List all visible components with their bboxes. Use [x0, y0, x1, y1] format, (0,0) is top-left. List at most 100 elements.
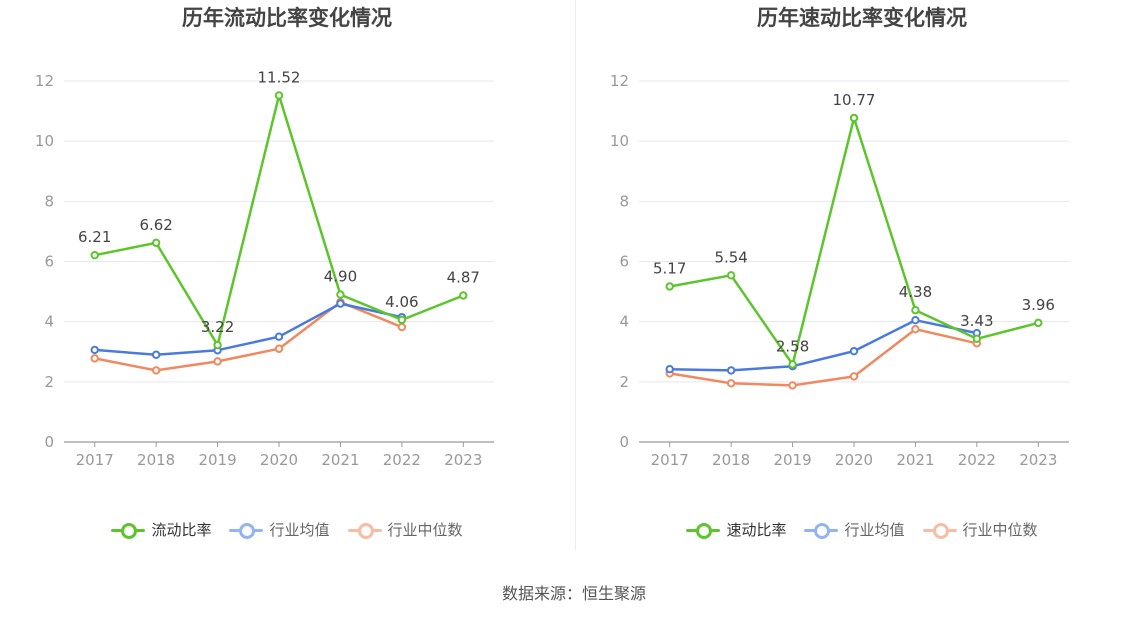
legend-item-industry-median[interactable]: 行业中位数 [922, 519, 1038, 540]
x-tick-label: 2022 [383, 451, 421, 469]
data-label: 3.22 [201, 318, 234, 336]
series-industry_median [90, 297, 407, 375]
x-tick-label: 2022 [958, 451, 996, 469]
data-point [849, 113, 859, 123]
series-company: 6.21 6.62 3.22 11.52 4.90 4.06 4.87 [78, 68, 480, 350]
data-label: 6.21 [78, 228, 111, 246]
data-label: 4.87 [447, 268, 480, 286]
y-tick-label: 6 [619, 253, 629, 271]
legend-label: 流动比率 [151, 521, 212, 539]
data-label: 5.17 [653, 259, 686, 277]
legend-marker-company [686, 522, 721, 539]
data-point [788, 360, 797, 369]
quick-ratio-panel: 历年速动比率变化情况 0 2 4 6 8 10 12 2017 2018 2019 2020 2021… [575, 0, 1148, 560]
legend-label: 行业均值 [844, 521, 905, 539]
data-point [788, 381, 797, 390]
data-point [972, 334, 982, 344]
axes: 0 2 4 6 8 10 12 2017 2018 2019 2020 2021 2022 2023 [35, 72, 494, 469]
legend-label: 行业均值 [269, 521, 330, 539]
y-tick-label: 10 [35, 132, 54, 150]
data-point [151, 238, 161, 248]
x-tick-label: 2020 [260, 451, 298, 469]
data-point [274, 91, 284, 100]
data-label: 3.96 [1022, 296, 1055, 314]
y-tick-label: 4 [44, 313, 54, 331]
series-industry_median [665, 324, 982, 390]
grid-lines [639, 80, 1069, 383]
data-point [459, 291, 468, 300]
data-point [90, 354, 99, 363]
legend-label: 速动比率 [726, 521, 787, 539]
series-line [669, 327, 978, 387]
data-point [726, 379, 736, 388]
legend-label: 行业中位数 [962, 521, 1038, 539]
data-point [397, 315, 407, 325]
data-label: 6.62 [139, 216, 172, 234]
current-ratio-panel: 历年流动比率变化情况 0 2 4 6 8 10 12 2017 2018 2019 2020 2021… [0, 0, 574, 560]
data-label: 5.54 [714, 248, 747, 266]
y-tick-label: 4 [619, 313, 629, 331]
data-label: 4.38 [899, 283, 932, 301]
legend-marker-industry-median [347, 522, 382, 539]
y-tick-label: 0 [619, 433, 629, 451]
legend-item-company[interactable]: 流动比率 [111, 519, 211, 540]
legend-item-company[interactable]: 速动比率 [686, 519, 786, 540]
series-line [669, 318, 978, 372]
y-tick-label: 8 [619, 192, 629, 210]
data-point [151, 350, 161, 359]
data-label: 4.06 [385, 293, 418, 311]
data-point [911, 324, 920, 334]
grid-lines [64, 80, 494, 383]
data-point [274, 332, 284, 341]
data-point [90, 250, 99, 260]
x-tick-label: 2021 [321, 451, 359, 469]
y-tick-label: 0 [44, 433, 54, 451]
data-point [911, 306, 920, 315]
y-tick-label: 2 [44, 373, 54, 391]
y-tick-label: 12 [610, 72, 629, 90]
legend-marker-industry-median [922, 522, 957, 539]
data-point [397, 322, 407, 332]
data-point [849, 346, 859, 356]
current-ratio-chart: 0 2 4 6 8 10 12 2017 2018 2019 2020 2021 2022 2023 6.2… [35, 68, 494, 469]
y-tick-label: 2 [619, 373, 629, 391]
series-line [94, 300, 403, 372]
y-tick-label: 6 [44, 253, 54, 271]
data-point [336, 290, 345, 299]
x-tick-label: 2019 [198, 451, 236, 469]
data-point [849, 372, 859, 381]
legend-marker-industry-avg [229, 522, 264, 539]
chart-title: 历年流动比率变化情况 [182, 6, 392, 30]
data-point [90, 345, 99, 355]
data-point [726, 366, 736, 375]
data-label: 10.77 [833, 91, 876, 109]
x-tick-label: 2023 [1019, 451, 1057, 469]
data-point [213, 340, 222, 350]
x-tick-label: 2019 [773, 451, 811, 469]
data-label: 11.52 [258, 68, 301, 86]
axes: 0 2 4 6 8 10 12 2017 2018 2019 2020 2021 2022 2023 [610, 72, 1069, 469]
series-line [94, 302, 403, 357]
data-point [665, 364, 674, 374]
chart-title: 历年速动比率变化情况 [757, 6, 967, 30]
x-tick-label: 2021 [896, 451, 934, 469]
x-tick-label: 2017 [651, 451, 689, 469]
legend-marker-industry-avg [804, 522, 839, 539]
data-point [274, 344, 284, 353]
y-tick-label: 8 [44, 192, 54, 210]
series-company: 5.17 5.54 2.58 10.77 4.38 3.43 3.96 [653, 91, 1055, 369]
legend-item-industry-median[interactable]: 行业中位数 [347, 519, 463, 540]
legend-item-industry-avg[interactable]: 行业均值 [804, 519, 905, 540]
series-industry_avg [665, 315, 982, 375]
x-tick-label: 2023 [444, 451, 482, 469]
legend-item-industry-avg[interactable]: 行业均值 [229, 519, 330, 540]
x-tick-label: 2020 [835, 451, 873, 469]
data-point [213, 357, 222, 366]
data-source: 数据来源：恒生聚源 [501, 584, 646, 603]
y-tick-label: 10 [610, 132, 629, 150]
legend-marker-company [111, 522, 146, 539]
x-tick-label: 2017 [76, 451, 114, 469]
data-point [911, 315, 920, 325]
data-point [1034, 318, 1043, 328]
chart-legend: 流动比率 行业均值 行业中位数 [0, 519, 574, 540]
